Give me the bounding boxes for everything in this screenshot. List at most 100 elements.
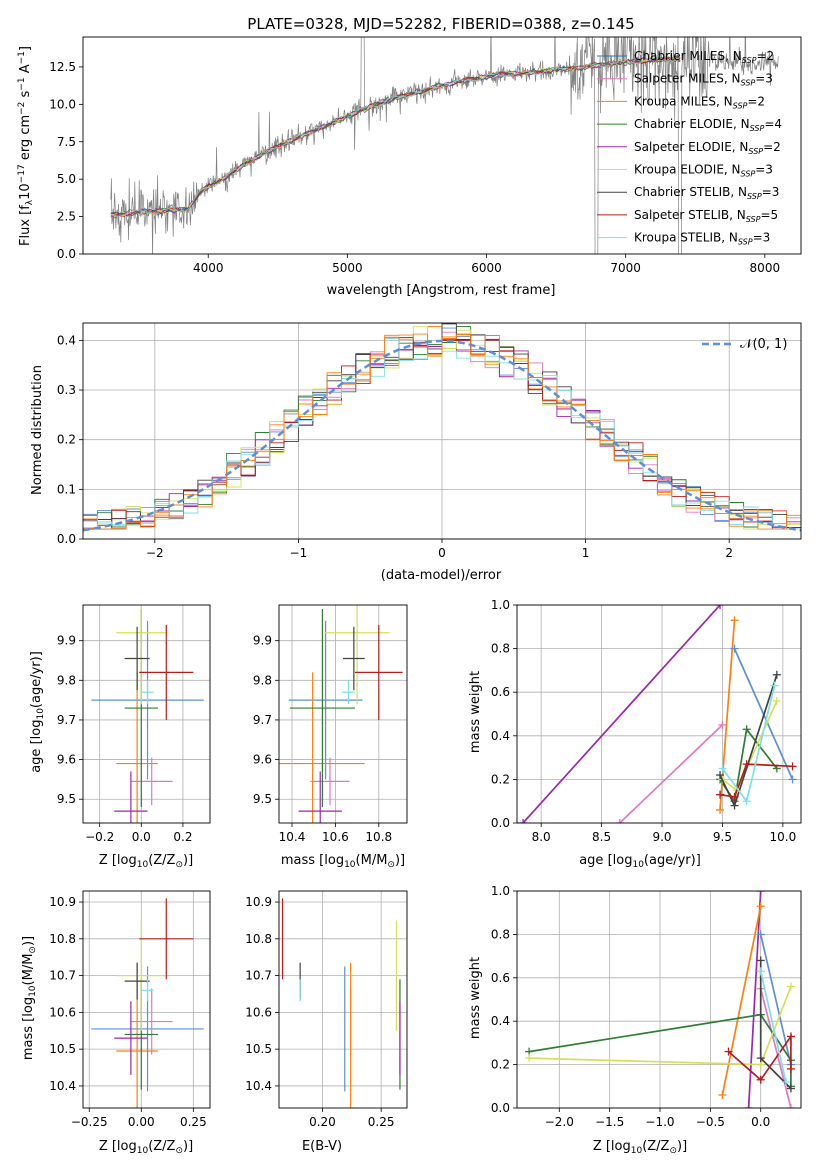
label-part: 10: [28, 985, 38, 997]
x-tick-label: −1: [290, 546, 308, 560]
label-part: Salpeter MILES, N: [634, 72, 741, 86]
y-tick-label: 9.6: [57, 753, 76, 767]
label-part: =2: [756, 49, 774, 63]
label-part: Z [log: [99, 853, 137, 868]
label-part: age [log: [579, 853, 632, 868]
weight-line: [759, 971, 787, 1083]
y-tick-label: 12.5: [49, 60, 76, 74]
label-part: =3: [755, 72, 773, 86]
label-part: ⊙: [669, 1146, 677, 1156]
y-tick-label: 9.7: [57, 713, 76, 727]
x-tick-label: −1.0: [645, 1115, 674, 1129]
x-tick-label: 8.5: [592, 830, 611, 844]
spectrum-model-line: [110, 56, 681, 217]
label-part: 10: [137, 1146, 149, 1156]
label-part: mass [log: [21, 997, 36, 1060]
y-tick-label: 0.2: [491, 1058, 510, 1072]
y-tick-label: 0.2: [57, 433, 76, 447]
label-part: 10: [631, 1146, 643, 1156]
y-tick-label: 10.4: [49, 1079, 76, 1093]
label-part: s: [18, 90, 33, 101]
label-part: 10: [344, 860, 356, 870]
label-part: SSP: [747, 192, 762, 201]
weight-vs-age-ylabel: mass weight: [468, 671, 483, 753]
axes-frame: [82, 890, 211, 1109]
weight-line: [759, 988, 792, 1108]
y-tick-label: 10.9: [49, 895, 76, 909]
x-tick-label: 0.25: [180, 1115, 207, 1129]
y-tick-label: 0.1: [57, 482, 76, 496]
axes-frame: [278, 890, 408, 1109]
y-tick-label: 5.0: [57, 172, 76, 186]
legend-label: Kroupa MILES, NSSP=2: [634, 94, 765, 110]
label-part: =4: [764, 117, 782, 131]
y-tick-label: 0.3: [57, 383, 76, 397]
x-tick-label: −1.5: [595, 1115, 624, 1129]
plot-area: [281, 898, 401, 1108]
label-part: )]: [183, 853, 193, 868]
x-tick-label: 0.0: [751, 1115, 770, 1129]
mass-vs-Z-ylabel: mass [log10(M/M⊙)]: [21, 936, 38, 1060]
y-tick-label: 0.0: [491, 1101, 510, 1115]
x-tick-label: 5000: [332, 261, 363, 275]
y-tick-label: 1.0: [491, 598, 510, 612]
age-vs-Z-panel: −0.2 0.0 0.29.59.69.79.89.9 Z [log10(Z/Z⊙)…: [29, 604, 211, 870]
plot-area: [91, 605, 204, 823]
x-tick-label: 8000: [750, 261, 781, 275]
age-vs-mass-xlabel: mass [log10(M/M⊙)]: [281, 853, 405, 870]
label-part: Kroupa MILES, N: [634, 94, 733, 108]
x-tick-label: 0: [438, 546, 446, 560]
label-part: 10: [36, 708, 46, 720]
label-part: ⊙: [175, 860, 183, 870]
label-part: (age/yr)]: [29, 651, 44, 708]
label-part: −1: [17, 77, 27, 90]
y-tick-label: 0.0: [491, 816, 510, 830]
age-vs-mass-panel: 10.4 10.6 10.8 9.5 9.6 9.7 9.8 9.9 mass [log10(…: [253, 604, 408, 870]
label-part: SSP: [746, 215, 761, 224]
x-tick-label: −2: [146, 546, 164, 560]
label-part: ⊙: [175, 1146, 183, 1156]
age-vs-Z-ylabel: age [log10(age/yr)]: [29, 651, 46, 773]
y-tick-label: 10.6: [245, 1005, 272, 1019]
y-tick-label: 7.5: [57, 135, 76, 149]
x-tick-label: 0.25: [368, 1115, 395, 1129]
legend-label: Chabrier MILES, NSSP=2: [634, 49, 774, 65]
mass-vs-ebv-xlabel: E(B-V): [302, 1139, 342, 1154]
y-tick-label: 10.6: [49, 1005, 76, 1019]
x-tick-label: 0.0: [132, 830, 151, 844]
weight-vs-Z-xlabel: Z [log10(Z/Z⊙)]: [593, 1139, 687, 1156]
label-part: erg cm: [18, 115, 33, 164]
label-part: Kroupa STELIB, N: [634, 231, 738, 245]
x-tick-label: 9.5: [713, 830, 732, 844]
spectrum-title: PLATE=0328, MJD=52282, FIBERID=0388, z=0…: [247, 15, 634, 33]
mass-vs-ebv-panel: 0.20 0.25 10.4 10.5 10.6 10.7 10.8 10.9 E(B-V): [245, 890, 408, 1154]
legend-label: Chabrier STELIB, NSSP=3: [634, 185, 779, 201]
label-part: )]: [183, 1139, 193, 1154]
label-part: Kroupa ELODIE, N: [634, 163, 741, 177]
label-part: Z [log: [99, 1139, 137, 1154]
axes-frame: [516, 604, 802, 824]
label-part: SSP: [741, 170, 756, 179]
weight-line: [619, 724, 723, 823]
x-tick-label: −0.25: [71, 1115, 108, 1129]
histogram-legend: 𝒩(0, 1): [702, 337, 787, 352]
histogram-step: [83, 323, 801, 528]
axes-frame: [82, 604, 211, 824]
y-tick-label: 0.4: [491, 729, 510, 743]
label-part: SSP: [742, 56, 757, 65]
label-part: =3: [762, 185, 780, 199]
x-tick-label: 0.20: [309, 1115, 336, 1129]
y-tick-label: 10.5: [245, 1042, 272, 1056]
y-tick-label: 9.5: [253, 792, 272, 806]
label-part: (Z/Z: [148, 853, 175, 868]
weight-line: [719, 763, 793, 798]
label-part: age [log: [29, 720, 44, 773]
label-part: ⊙: [28, 946, 38, 954]
y-tick-label: 2.5: [57, 210, 76, 224]
y-tick-label: 9.5: [57, 792, 76, 806]
label-part: SSP: [741, 79, 756, 88]
mass-vs-Z-xlabel: Z [log10(Z/Z⊙)]: [99, 1139, 193, 1156]
x-tick-label: 8.0: [532, 830, 551, 844]
